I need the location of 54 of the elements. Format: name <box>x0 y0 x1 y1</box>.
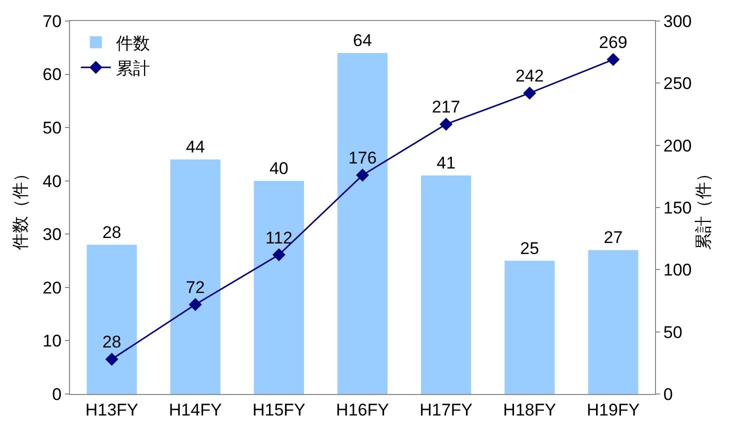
legend-label: 件数 <box>116 34 150 53</box>
point <box>105 352 118 366</box>
y-tick-label: 60 <box>42 65 62 84</box>
y2-tick-label: 250 <box>663 74 692 94</box>
y2-tick-label: 300 <box>663 12 692 31</box>
data-label: 217 <box>432 98 460 117</box>
data-label: 242 <box>515 66 544 86</box>
x-tick-label: H17FY <box>420 400 473 420</box>
data-label: 44 <box>186 138 205 157</box>
x-tick-label: H15FY <box>252 400 306 420</box>
y2-tick-label: 200 <box>663 136 692 156</box>
bar <box>504 260 555 394</box>
data-label: 41 <box>436 154 456 173</box>
y-tick-label: 70 <box>42 12 62 31</box>
data-label: 40 <box>269 158 288 178</box>
x-tick-label: H18FY <box>503 400 556 420</box>
point <box>188 298 202 311</box>
y-axis-title: 件数（件） <box>11 165 30 250</box>
y2-tick-label: 100 <box>663 260 692 280</box>
y-tick-label: 40 <box>42 172 62 191</box>
bar <box>254 180 304 394</box>
point <box>606 53 620 66</box>
point <box>440 118 453 131</box>
bar <box>588 250 638 394</box>
bar <box>337 52 388 394</box>
data-label: 64 <box>353 30 372 50</box>
point <box>356 168 369 182</box>
x-tick-label: H14FY <box>168 400 222 420</box>
data-label: 269 <box>599 33 628 52</box>
legend-label: 累計 <box>116 59 150 78</box>
data-label: 112 <box>265 228 292 248</box>
x-tick-label: H16FY <box>336 400 389 420</box>
y2-tick-label: 0 <box>663 384 673 404</box>
data-label: 176 <box>348 148 377 168</box>
y-tick-label: 50 <box>42 118 62 138</box>
point <box>523 86 536 100</box>
data-label: 28 <box>102 332 122 352</box>
bar <box>421 176 472 394</box>
data-label: 28 <box>102 222 122 242</box>
y2-tick-label: 50 <box>663 322 682 342</box>
y2-axis-title: 累計（件） <box>694 165 713 250</box>
data-label: 72 <box>186 278 205 297</box>
bar <box>86 244 137 394</box>
data-label: 25 <box>520 238 540 258</box>
y-tick-label: 20 <box>42 278 62 298</box>
x-tick-label: H13FY <box>85 400 138 420</box>
y-tick-label: 30 <box>42 225 62 244</box>
point <box>272 248 286 262</box>
y2-tick-label: 150 <box>663 198 692 218</box>
y-tick-label: 0 <box>52 384 62 404</box>
x-tick-label: H19FY <box>586 400 640 420</box>
bar <box>170 160 220 394</box>
data-label: 27 <box>604 228 623 248</box>
y-tick-label: 10 <box>42 332 62 351</box>
